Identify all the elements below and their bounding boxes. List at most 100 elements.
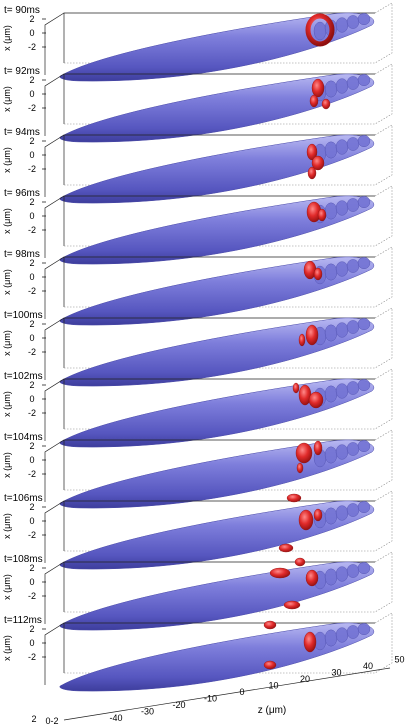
time-label: t= 92ms [4,66,40,77]
x-tick-label: -2 [28,652,36,662]
condensate-lobe [324,629,338,647]
x-tick-label: 0 [29,150,34,160]
vortex-blob [286,493,302,503]
z-axis-line [63,667,391,721]
box-edge [374,368,393,430]
x-tick-label: -2 [28,103,36,113]
x-tick-label: 2 [29,258,34,268]
condensate-cloud [59,439,375,509]
box-edge [374,2,393,64]
condensate-lobe [335,139,349,155]
vortex-blob [263,620,277,630]
condensate-lobe [335,566,349,582]
vortex-blob [305,569,319,587]
condensate-lobe [357,73,371,86]
vortex-blob [292,382,300,394]
condensate-lobe [357,12,371,26]
condensate-lobe [346,137,360,151]
vortex-blob [317,208,327,222]
z-tick-label: 30 [331,668,341,678]
x-tick-label: -2 [28,408,36,418]
condensate-lobe [324,141,338,159]
box-edge [44,195,65,258]
z-axis-label: z (μm) [258,705,287,716]
x-tick-label: 2 [29,136,34,146]
box-edge [374,63,393,125]
vortex-blob [313,440,323,456]
x-tick-label: 2 [29,624,34,634]
vortex-blob [305,324,319,346]
condensate-lobe [357,501,371,514]
time-label: t=108ms [4,554,43,565]
x-tick-label: 0 [29,516,34,526]
time-label: t=112ms [4,615,42,626]
condensate-lobe [357,562,371,575]
condensate-lobe [324,324,338,342]
x-axis-label: x (μm) [2,208,12,234]
condensate-cloud [59,500,375,570]
condensate-lobe [357,195,371,208]
x-axis-label: x (μm) [2,513,12,539]
z-tick-label: 10 [268,681,278,691]
x-tick-label: 0 [29,89,34,99]
condensate-lobe [357,318,371,331]
x-axis-label: x (μm) [2,635,12,661]
x-tick-label: -2 [28,164,36,174]
box-edge [374,490,393,552]
time-label: t=104ms [4,432,43,443]
vortex-blob [308,391,324,409]
condensate-lobe [346,503,360,517]
condensate-lobe [357,257,371,270]
time-label: t= 96ms [4,188,40,199]
condensate-lobe [357,440,371,453]
x-axis-label: x (μm) [2,269,12,295]
condensate-lobe [313,21,327,41]
condensate-cloud [59,561,375,631]
panel: t=112ms 20 -2 x (μm) [2,612,393,692]
vortex-blob [296,462,304,474]
vortex-blob [283,600,301,610]
vortex-blob [307,166,317,180]
box-edge [374,429,393,491]
x-tick-label: 0 [29,28,34,38]
x-tick-label: -2 [28,530,36,540]
x-tick-label: -2 [28,286,36,296]
box-edge [374,124,393,186]
x-tick-label: 2 [29,563,34,573]
condensate-lobe [335,78,349,94]
z-tick-label: 20 [300,674,310,684]
condensate-cloud [59,622,375,692]
condensate-lobe [346,198,360,212]
vortex-blob [306,143,318,161]
box-edge [44,500,65,563]
condensate-lobe [324,507,338,525]
box-edge [44,561,65,624]
time-label: t= 98ms [4,249,40,260]
box-edge [44,256,65,319]
box-edge [374,246,393,308]
x-axis-label: x (μm) [2,452,12,478]
vortex-blob [269,567,291,579]
y-tick-label: 0-2 [45,716,58,726]
box-edge [374,612,393,674]
time-label: t=102ms [4,371,43,382]
box-edge [44,12,65,75]
y-tick-label: 2 [31,714,36,724]
time-label: t= 94ms [4,127,40,138]
vortex-blob [303,631,317,653]
box-edge [44,134,65,197]
condensate-lobe [357,134,371,147]
condensate-lobe [357,623,371,636]
x-tick-label: 0 [29,333,34,343]
condensate-cloud [59,256,375,326]
condensate-lobe [324,263,338,281]
condensate-cloud [59,317,375,387]
